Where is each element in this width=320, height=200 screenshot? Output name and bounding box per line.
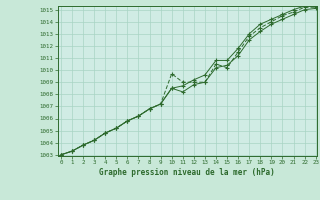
X-axis label: Graphe pression niveau de la mer (hPa): Graphe pression niveau de la mer (hPa)	[99, 168, 275, 177]
